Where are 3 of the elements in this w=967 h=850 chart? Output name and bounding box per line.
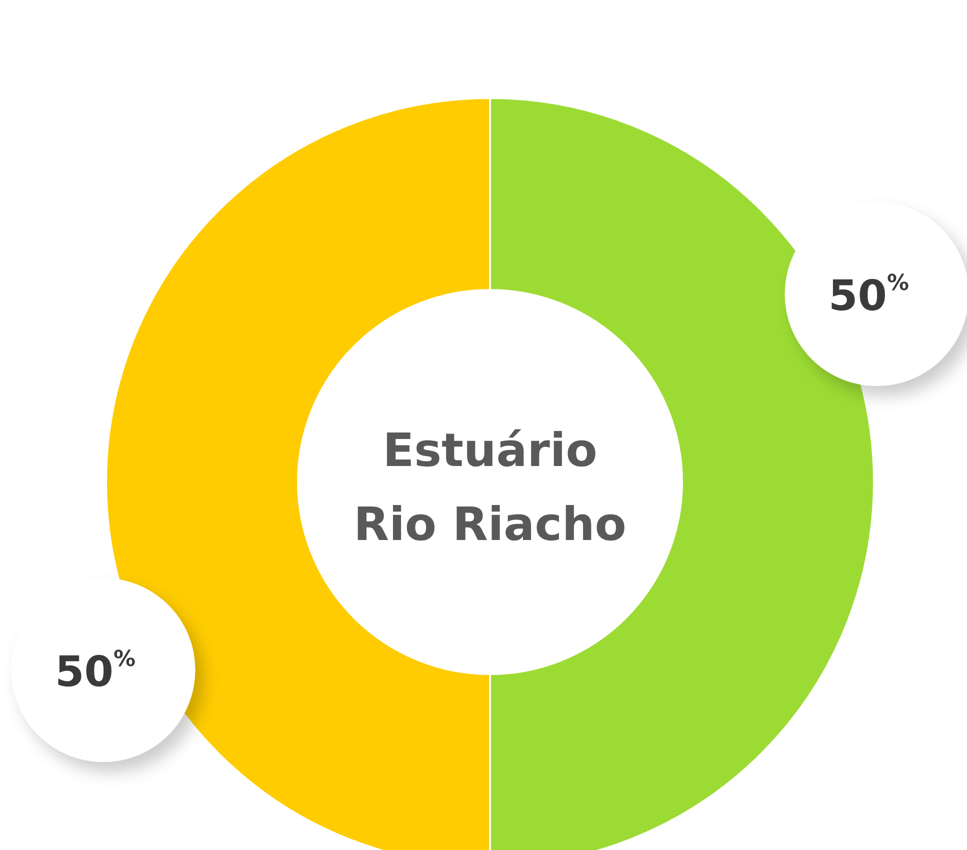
data-label: 50$^{%}$ xyxy=(828,271,909,320)
text: Estuário Rio Riacho xyxy=(354,423,626,551)
data-label: 50$^{%}$ xyxy=(55,646,136,696)
